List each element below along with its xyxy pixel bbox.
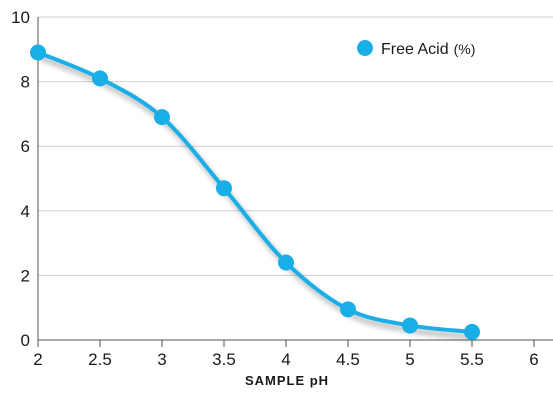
y-tick-label: 0 (21, 331, 30, 350)
x-tick-label: 4 (281, 350, 290, 369)
y-tick-label: 2 (21, 266, 30, 285)
legend: Free Acid (%) (357, 40, 475, 58)
data-point (402, 317, 418, 334)
x-tick-label: 2.5 (88, 350, 112, 369)
data-point (154, 109, 170, 126)
x-tick-label: 3.5 (212, 350, 236, 369)
data-point (464, 323, 480, 340)
gridlines (38, 16, 553, 276)
x-tick-label: 6 (529, 350, 538, 369)
data-point (216, 180, 232, 197)
x-tick-label: 3 (157, 350, 166, 369)
data-point (340, 301, 356, 318)
x-tick-label: 5 (405, 350, 414, 369)
data-point (278, 254, 294, 271)
y-tick-label: 4 (21, 202, 30, 221)
y-tick-label: 8 (21, 73, 30, 92)
axes (37, 17, 553, 347)
x-tick-label: 4.5 (336, 350, 360, 369)
x-axis-title: SAMPLE pH (245, 373, 329, 388)
legend-series-name: Free Acid (381, 41, 449, 58)
y-tick-label: 6 (21, 137, 30, 156)
y-tick-label: 10 (11, 8, 30, 27)
data-point (30, 44, 46, 61)
x-tick-label: 2 (33, 350, 42, 369)
x-tick-label: 5.5 (460, 350, 484, 369)
series-line (36, 50, 474, 334)
legend-series-unit: (%) (454, 41, 476, 57)
data-point (92, 70, 108, 87)
legend-label: Free Acid (%) (381, 41, 475, 58)
series (30, 44, 480, 340)
legend-marker (357, 40, 373, 56)
